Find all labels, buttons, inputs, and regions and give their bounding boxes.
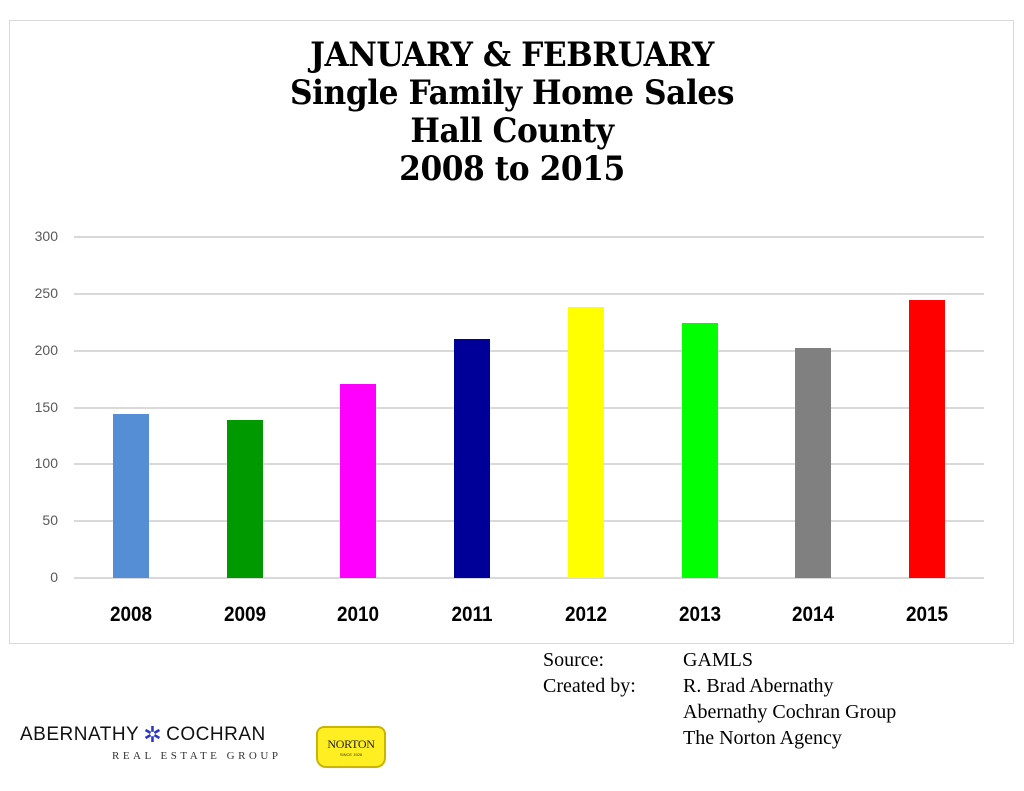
y-tick-label: 300 (34, 228, 58, 244)
credits: Source: GAMLS Created by: R. Brad Abernath… (543, 647, 896, 751)
title-line-3: Hall County (410, 111, 614, 151)
source-label: Source: (543, 649, 605, 671)
x-tick-label: 2013 (678, 603, 721, 626)
bar-2014 (795, 348, 832, 578)
created-line-3: The Norton Agency (683, 727, 842, 749)
bar-2015 (909, 299, 946, 578)
chart-frame (9, 20, 1014, 644)
title-line-1: JANUARY & FEBRUARY (310, 35, 714, 75)
x-tick-label: 2014 (792, 603, 835, 626)
title-line-4: 2008 to 2015 (399, 149, 625, 189)
x-tick-label: 2010 (337, 603, 380, 626)
bar-2010 (340, 383, 377, 578)
created-line-2: Abernathy Cochran Group (683, 701, 897, 723)
x-tick-label: 2009 (223, 603, 266, 626)
gridline (74, 577, 984, 579)
created-label: Created by: (543, 675, 636, 697)
bar-2008 (112, 414, 149, 578)
source-value: GAMLS (683, 649, 754, 671)
y-tick-label: 100 (34, 455, 58, 472)
norton-name: NORTON (327, 737, 375, 751)
y-tick-label: 150 (34, 398, 58, 415)
y-tick-label: 250 (34, 284, 58, 301)
bar-2011 (454, 339, 491, 578)
norton-since: SINCE 1926 (339, 752, 363, 757)
abernathy-cochran-logo: ABERNATHY ✲ COCHRAN REAL ESTATE GROUP (20, 722, 281, 762)
bar-2013 (681, 323, 718, 578)
logo-text-right: COCHRAN (166, 724, 266, 745)
star-icon: ✲ (143, 722, 163, 747)
gridline (74, 406, 984, 409)
x-tick-label: 2008 (109, 603, 152, 626)
gridline (74, 292, 984, 295)
gridline (74, 520, 984, 523)
gridline (74, 463, 984, 466)
y-tick-label: 200 (34, 341, 58, 358)
created-line-1: R. Brad Abernathy (683, 675, 834, 697)
chart-title: JANUARY & FEBRUARY Single Family Home Sa… (0, 36, 1024, 188)
logo-subtitle: REAL ESTATE GROUP (112, 750, 282, 762)
title-line-2: Single Family Home Sales (290, 73, 734, 113)
x-tick-label: 2012 (564, 603, 607, 626)
gridline (74, 236, 984, 238)
bar-2012 (567, 307, 604, 578)
logo-text-left: ABERNATHY (20, 724, 140, 745)
norton-logo: NORTON SINCE 1926 (316, 726, 386, 768)
gridline (74, 349, 984, 352)
y-tick-label: 0 (50, 569, 58, 585)
y-tick-label: 50 (42, 512, 58, 529)
bar-2009 (226, 420, 263, 578)
x-tick-label: 2011 (451, 603, 493, 626)
x-tick-label: 2015 (906, 603, 949, 626)
